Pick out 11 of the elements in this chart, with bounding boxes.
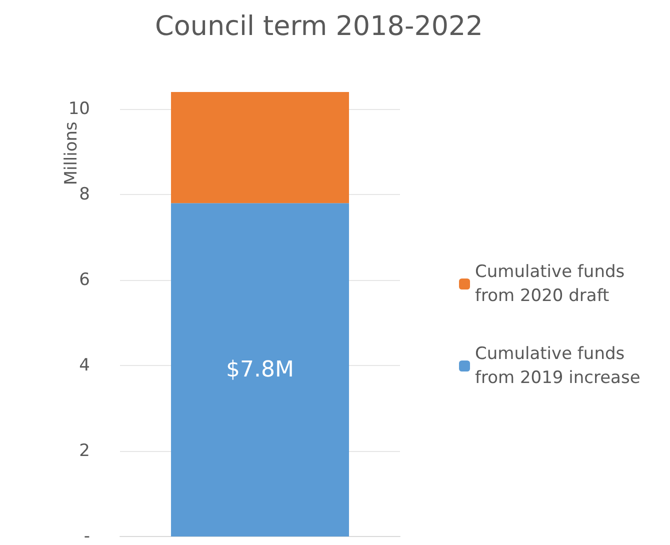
y-tick-label: - <box>84 526 90 545</box>
legend-label: Cumulative funds from 2020 draft <box>475 262 630 306</box>
y-tick-label: 6 <box>79 270 90 290</box>
y-tick-label: 4 <box>79 356 90 376</box>
y-axis-title: Millions <box>62 121 82 186</box>
y-tick-label: 10 <box>68 99 90 120</box>
chart-title: Council term 2018-2022 <box>155 11 483 42</box>
y-tick-label: 8 <box>79 184 90 205</box>
y-tick-label: 2 <box>79 441 90 462</box>
data-label: $7.8M <box>226 357 294 382</box>
legend-label: Cumulative funds from 2019 increase <box>475 344 640 388</box>
